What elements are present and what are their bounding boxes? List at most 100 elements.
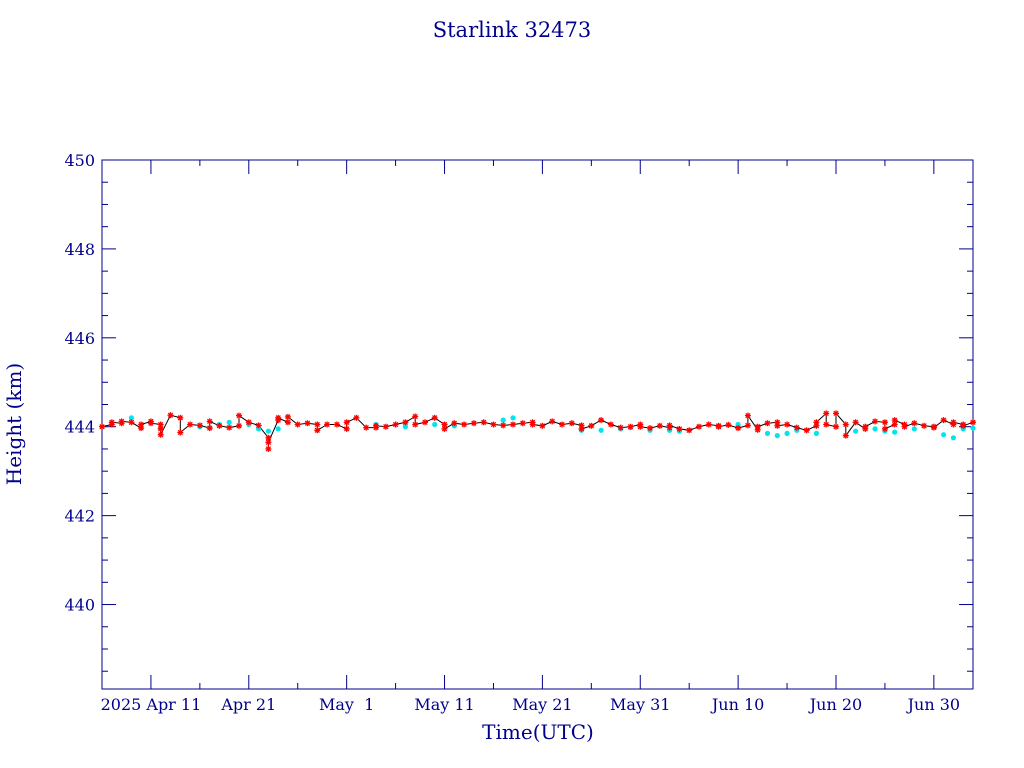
x-tick-label: 2025 Apr 11	[101, 695, 202, 714]
data-point-asterisk	[226, 424, 233, 431]
y-tick-label: 448	[64, 240, 95, 259]
data-point-dot	[872, 426, 878, 432]
data-point-asterisk	[833, 410, 839, 417]
data-point-asterisk	[686, 427, 693, 434]
data-point-asterisk	[412, 421, 419, 428]
data-point-asterisk	[940, 417, 947, 424]
data-point-dot	[892, 429, 898, 435]
data-point-dot	[774, 433, 780, 439]
data-point-asterisk	[549, 418, 556, 425]
data-point-asterisk	[901, 423, 908, 430]
y-tick-label: 450	[64, 151, 95, 170]
data-point-dot	[813, 430, 820, 436]
data-point-asterisk	[500, 422, 507, 429]
data-point-asterisk	[108, 419, 115, 426]
data-point-asterisk	[236, 422, 242, 429]
data-point-dot	[265, 428, 271, 434]
data-point-asterisk	[735, 425, 742, 432]
data-point-asterisk	[823, 421, 830, 428]
data-point-asterisk	[774, 422, 781, 429]
data-point-asterisk	[764, 420, 771, 427]
data-point-dot	[402, 424, 408, 430]
data-point-asterisk	[147, 420, 154, 427]
data-point-asterisk	[265, 434, 272, 441]
data-point-asterisk	[793, 424, 800, 431]
x-tick-labels: 2025 Apr 11 Apr 21 May 1 May 11 May 21 May 31…	[101, 695, 961, 714]
data-point-asterisk	[177, 429, 184, 436]
y-tick-label: 446	[64, 329, 95, 348]
data-point-asterisk	[744, 422, 751, 429]
data-point-asterisk	[431, 414, 438, 421]
data-point-asterisk	[216, 422, 223, 429]
data-point-asterisk	[872, 418, 879, 425]
data-point-dot	[510, 415, 516, 421]
data-point-asterisk	[881, 419, 888, 426]
data-point-asterisk	[363, 424, 370, 431]
data-point-asterisk	[744, 412, 751, 419]
data-point-asterisk	[715, 423, 722, 430]
data-point-asterisk	[382, 423, 389, 430]
data-point-asterisk	[128, 419, 135, 426]
data-point-asterisk	[187, 421, 194, 428]
data-point-asterisk	[823, 410, 830, 417]
data-point-asterisk	[373, 422, 379, 429]
data-point-asterisk	[461, 421, 468, 428]
data-point-asterisk	[157, 431, 164, 438]
data-point-asterisk	[842, 432, 849, 439]
data-point-asterisk	[852, 419, 859, 426]
data-point-asterisk	[970, 419, 976, 426]
data-point-dot	[764, 430, 771, 436]
data-point-asterisk	[333, 421, 340, 428]
data-point-asterisk	[441, 425, 448, 432]
data-point-asterisk	[725, 421, 732, 428]
data-point-asterisk	[304, 420, 311, 427]
plot-frame	[101, 159, 974, 690]
data-point-dot	[275, 426, 281, 432]
data-point-asterisk	[343, 425, 350, 432]
data-point-asterisk	[177, 414, 184, 421]
data-point-asterisk	[705, 421, 712, 428]
x-axis-label: Time(UTC)	[482, 720, 594, 744]
y-axis-label: Height (km)	[2, 363, 26, 485]
data-point-asterisk	[529, 421, 536, 428]
data-point-asterisk	[637, 423, 644, 430]
data-point-dot	[735, 421, 741, 428]
data-point-asterisk	[480, 419, 487, 426]
data-point-asterisk	[422, 419, 428, 426]
data-point-asterisk	[99, 423, 105, 430]
data-point-asterisk	[598, 417, 605, 424]
data-point-dot	[432, 421, 438, 428]
data-point-asterisk	[539, 422, 546, 429]
data-point-asterisk	[754, 423, 761, 430]
data-point-asterisk	[353, 414, 360, 421]
series-markers	[99, 410, 976, 452]
data-point-dot	[226, 419, 232, 425]
data-point-asterisk	[206, 425, 213, 432]
data-point-asterisk	[881, 425, 888, 432]
data-point-asterisk	[470, 420, 477, 427]
data-point-dot	[853, 428, 859, 434]
x-tick-label: May 11	[414, 695, 474, 714]
data-point-asterisk	[138, 421, 145, 428]
data-point-asterisk	[862, 423, 869, 430]
data-point-asterisk	[784, 421, 791, 428]
data-point-asterisk	[412, 413, 419, 420]
data-point-asterisk	[647, 425, 653, 432]
x-tick-label: Jun 10	[710, 695, 764, 714]
data-point-asterisk	[314, 427, 321, 434]
data-point-dot	[784, 430, 790, 436]
data-point-asterisk	[842, 421, 849, 428]
data-point-dot	[128, 415, 134, 421]
data-point-asterisk	[245, 419, 252, 426]
data-point-asterisk	[656, 422, 663, 429]
data-point-dot	[911, 426, 917, 432]
data-point-asterisk	[343, 419, 350, 426]
data-point-dot	[970, 425, 976, 431]
data-point-dot	[500, 417, 506, 423]
data-point-asterisk	[568, 420, 575, 427]
data-point-asterisk	[392, 421, 399, 428]
data-point-dot	[941, 432, 947, 438]
data-point-asterisk	[275, 414, 282, 421]
data-point-asterisk	[284, 413, 291, 420]
